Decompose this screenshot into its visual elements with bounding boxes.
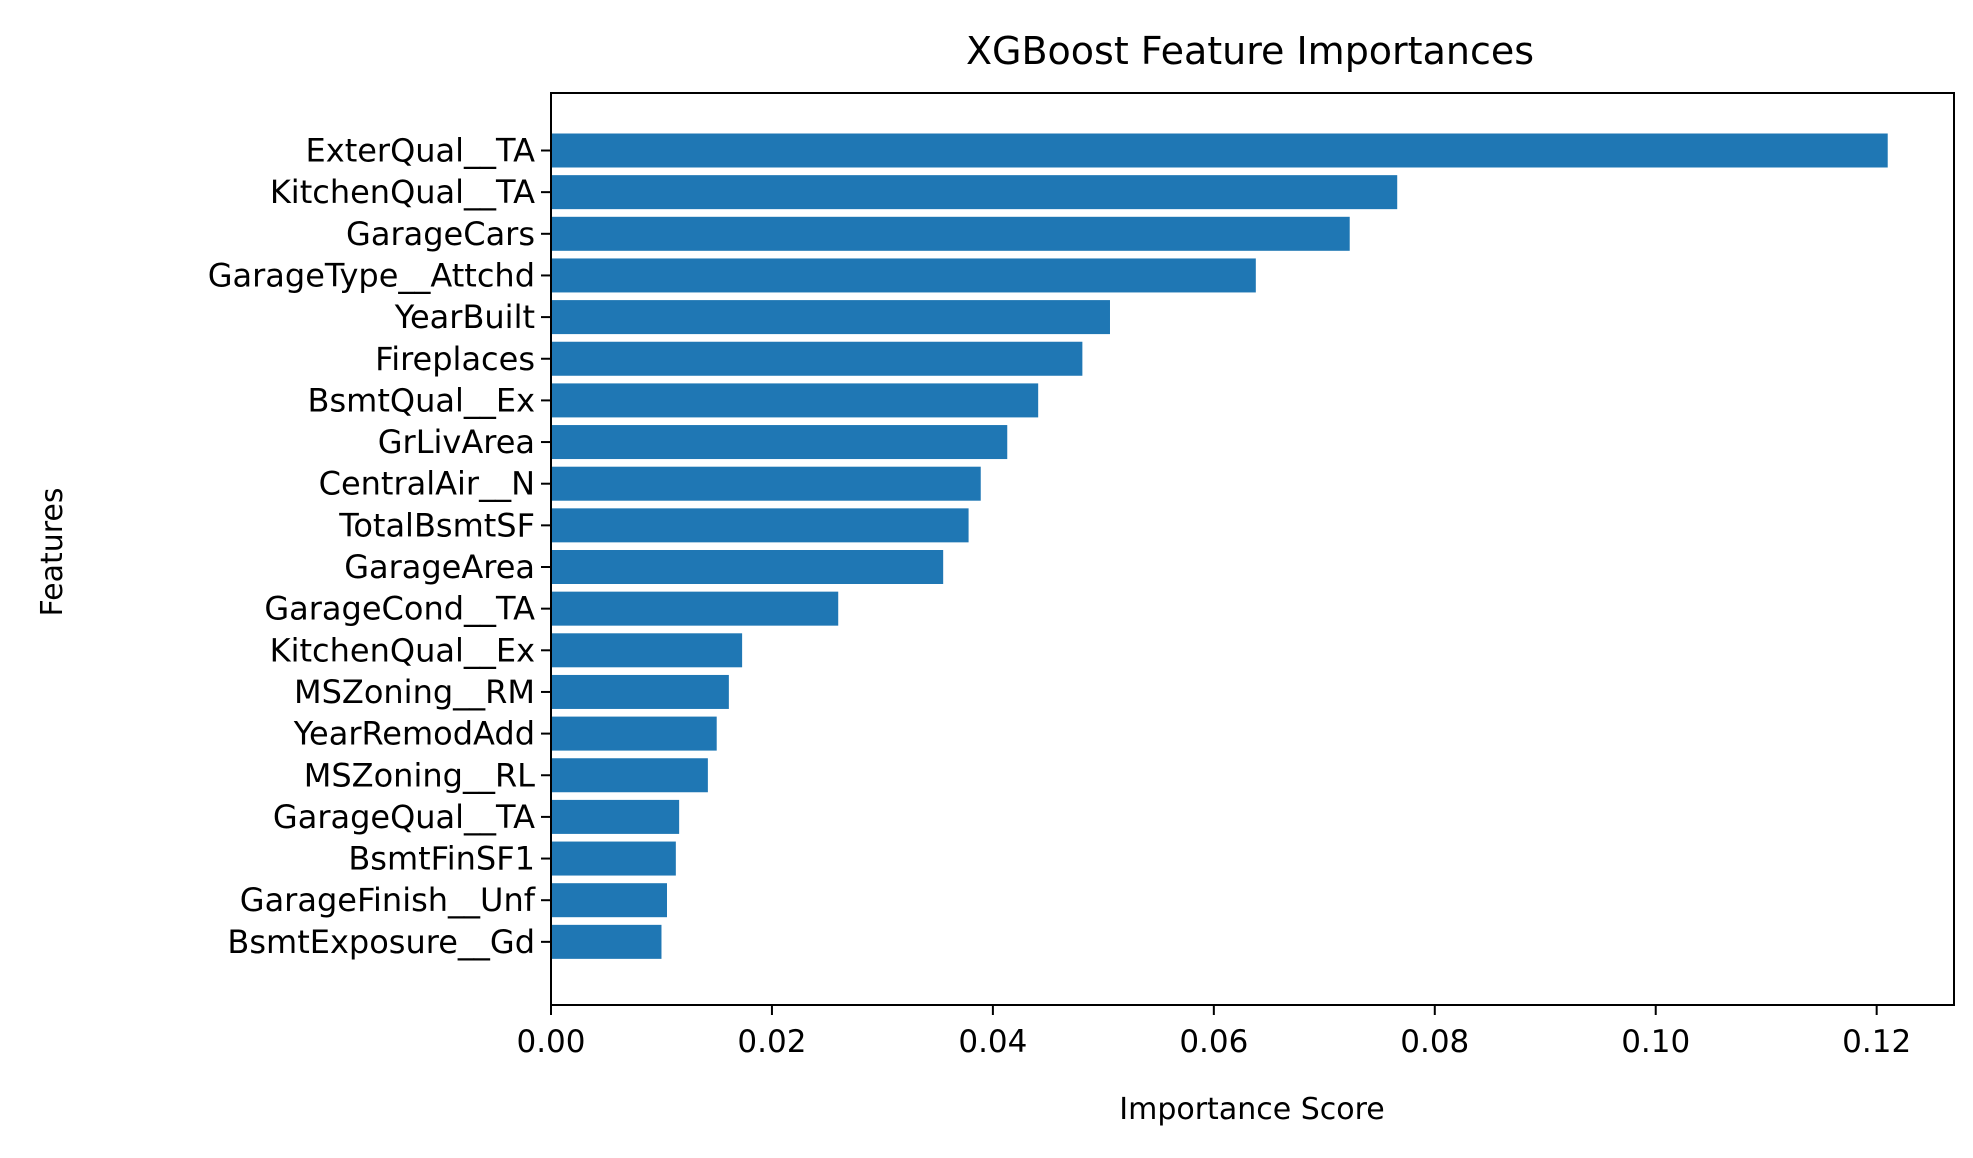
y-axis-label: Features [35,488,70,617]
x-tick-label: 0.10 [1621,1024,1690,1060]
bar-garagefinish-unf [551,883,667,918]
plot-frame [550,92,1955,1006]
x-tick-label: 0.00 [516,1024,585,1060]
y-tick-label: BsmtQual__Ex [308,381,535,419]
y-tick-label: ExterQual__TA [306,132,536,170]
bar-yearremodadd [551,716,717,751]
bar-bsmtqual-ex [551,383,1039,418]
y-tick-label: YearRemodAdd [293,715,535,753]
bar-kitchenqual-ta [551,175,1398,210]
y-tick-label: GrLivArea [378,423,535,461]
bar-yearbuilt [551,300,1110,335]
bar-bsmtfinsf1 [551,841,676,876]
y-tick-label: MSZoning__RL [304,756,535,794]
bar-garagequal-ta [551,799,680,834]
y-axis: ExterQual__TAKitchenQual__TAGarageCarsGa… [208,132,551,961]
bar-totalbsmtsf [551,508,969,543]
bar-garagearea [551,550,944,584]
bar-grlivarea [551,425,1008,460]
x-tick-label: 0.12 [1842,1024,1911,1060]
x-axis: 0.00 0.02 0.04 0.06 0.08 0.10 0.12 [516,1005,1911,1060]
bar-bsmtexposure-gd [551,924,662,959]
y-tick-label: GarageArea [344,548,535,586]
bar-kitchenqual-ex [551,633,743,668]
x-tick-label: 0.08 [1400,1024,1469,1060]
y-tick-label: BsmtFinSF1 [348,840,535,878]
bar-garagetype-attchd [551,258,1256,293]
y-tick-label: KitchenQual__TA [270,173,535,211]
bar-garagecars [551,216,1350,251]
x-tick-label: 0.06 [1179,1024,1248,1060]
bar-mszoning-rl [551,758,708,793]
y-tick-label: TotalBsmtSF [338,506,535,544]
x-tick-label: 0.02 [737,1024,806,1060]
bar-fireplaces [551,341,1083,376]
y-tick-label: KitchenQual__Ex [270,631,535,669]
y-tick-label: GarageQual__TA [273,798,535,836]
y-tick-label: BsmtExposure__Gd [227,923,535,961]
y-tick-label: Fireplaces [375,340,535,378]
y-tick-label: GarageType__Attchd [208,256,535,294]
y-tick-label: CentralAir__N [319,465,535,503]
bar-garagecond-ta [551,591,839,626]
chart-title: XGBoost Feature Importances [966,29,1534,73]
x-tick-label: 0.04 [958,1024,1027,1060]
bars-layer [551,133,1888,959]
y-tick-label: GarageCond__TA [264,590,535,628]
bar-mszoning-rm [551,674,729,709]
y-tick-label: MSZoning__RM [294,673,535,711]
x-axis-label: Importance Score [1119,1092,1384,1127]
y-tick-label: GarageCars [346,215,535,253]
y-tick-label: GarageFinish__Unf [240,881,536,919]
bar-centralair-n [551,466,981,501]
bar-exterqual-ta [551,133,1888,168]
y-tick-label: YearBuilt [394,298,535,336]
